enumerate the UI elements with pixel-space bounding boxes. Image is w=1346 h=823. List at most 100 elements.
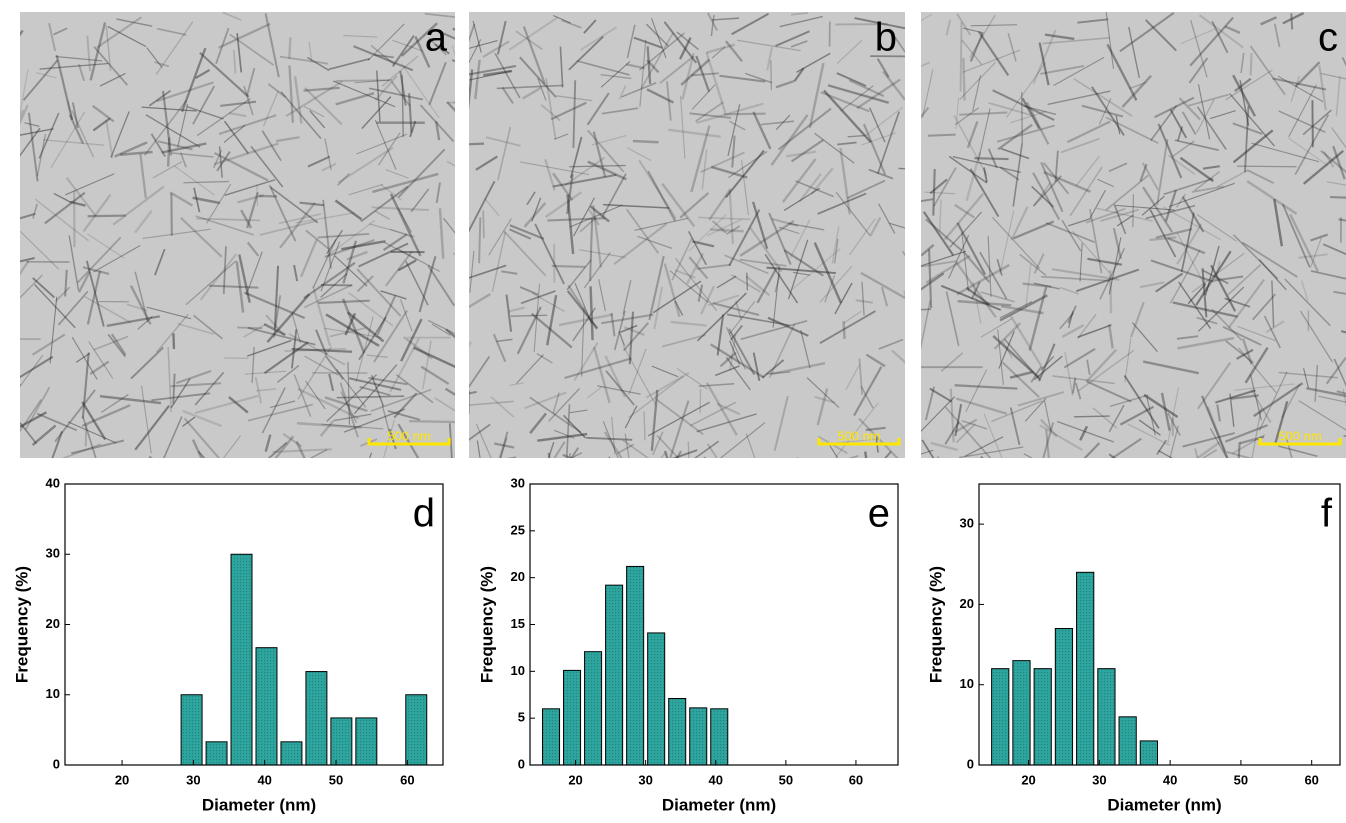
fiber [359, 386, 391, 397]
fiber [354, 79, 393, 84]
fiber [428, 61, 447, 106]
fiber [881, 286, 888, 307]
fiber [48, 22, 57, 52]
scale-bar-label: 500 nm [387, 428, 430, 443]
fiber [992, 89, 1055, 121]
fiber [819, 265, 853, 303]
fiber [1023, 105, 1057, 116]
fiber [114, 141, 148, 158]
fiber [1167, 387, 1180, 444]
fiber [77, 63, 86, 82]
fiber [1229, 93, 1276, 147]
fiber [710, 14, 715, 37]
fiber [309, 448, 328, 458]
fiber [223, 124, 246, 144]
fiber [781, 158, 817, 203]
fiber [1194, 170, 1221, 192]
fiber [469, 64, 517, 76]
fiber [725, 40, 743, 63]
fiber [1176, 232, 1209, 292]
fiber [954, 204, 975, 219]
bar-group [689, 707, 708, 766]
fiber [288, 65, 295, 123]
fiber [1239, 435, 1265, 445]
fiber [1282, 12, 1305, 25]
fiber [337, 146, 394, 184]
fiber [695, 101, 724, 122]
fiber [1028, 286, 1048, 351]
fiber [408, 93, 413, 133]
fiber [749, 227, 783, 273]
fiber [779, 15, 823, 28]
fiber [921, 308, 932, 311]
fiber [93, 335, 129, 351]
fiber [469, 69, 474, 110]
fiber [921, 198, 934, 203]
fiber [520, 161, 590, 176]
y-axis-label: Frequency (%) [926, 566, 945, 683]
fiber [548, 388, 581, 422]
fiber [623, 346, 657, 405]
fiber [57, 290, 89, 326]
fiber [824, 275, 836, 303]
fiber [955, 261, 997, 318]
fiber [392, 39, 424, 52]
fiber [843, 310, 862, 324]
fiber [1232, 74, 1257, 117]
fiber [418, 256, 437, 313]
fiber [374, 75, 398, 101]
fiber [54, 389, 96, 443]
fiber [671, 449, 698, 458]
fiber [1081, 104, 1124, 118]
fiber [731, 12, 770, 36]
fiber [49, 296, 58, 364]
fiber [32, 277, 55, 299]
fiber [55, 55, 103, 62]
fiber [775, 30, 810, 47]
fiber [686, 252, 705, 285]
fiber [156, 81, 214, 103]
bar-group [647, 632, 666, 766]
fiber [921, 396, 956, 432]
fiber [20, 104, 29, 126]
fiber [1040, 356, 1055, 371]
fiber [791, 12, 808, 16]
fiber [308, 41, 313, 63]
fiber [284, 347, 347, 352]
fiber [293, 264, 299, 282]
fiber [628, 375, 684, 419]
fiber [569, 136, 583, 179]
fiber [566, 173, 574, 215]
fiber [348, 183, 384, 196]
fiber [383, 241, 418, 261]
fiber [68, 235, 80, 291]
x-tick-label: 40 [1163, 772, 1177, 787]
fiber [1087, 257, 1123, 266]
fiber [341, 240, 386, 251]
fiber [105, 25, 112, 71]
fiber [1253, 382, 1304, 418]
fiber [31, 333, 66, 356]
fiber [1077, 18, 1109, 24]
fiber [878, 203, 896, 234]
fiber [1216, 169, 1249, 188]
fiber [663, 263, 681, 318]
fiber [696, 292, 747, 342]
fiber [1157, 123, 1183, 179]
fiber [558, 313, 614, 327]
fiber [580, 26, 618, 51]
fiber [921, 439, 935, 458]
fiber [925, 254, 971, 284]
fiber [954, 384, 1018, 390]
fiber [38, 112, 60, 159]
fiber [20, 399, 42, 433]
fiber [34, 284, 76, 329]
fiber [676, 31, 699, 51]
fiber [726, 327, 746, 370]
fiber [192, 196, 221, 205]
fiber [1290, 75, 1300, 103]
fiber [952, 156, 1021, 173]
fiber [1196, 106, 1227, 150]
fiber [712, 220, 727, 234]
fiber [68, 114, 85, 145]
